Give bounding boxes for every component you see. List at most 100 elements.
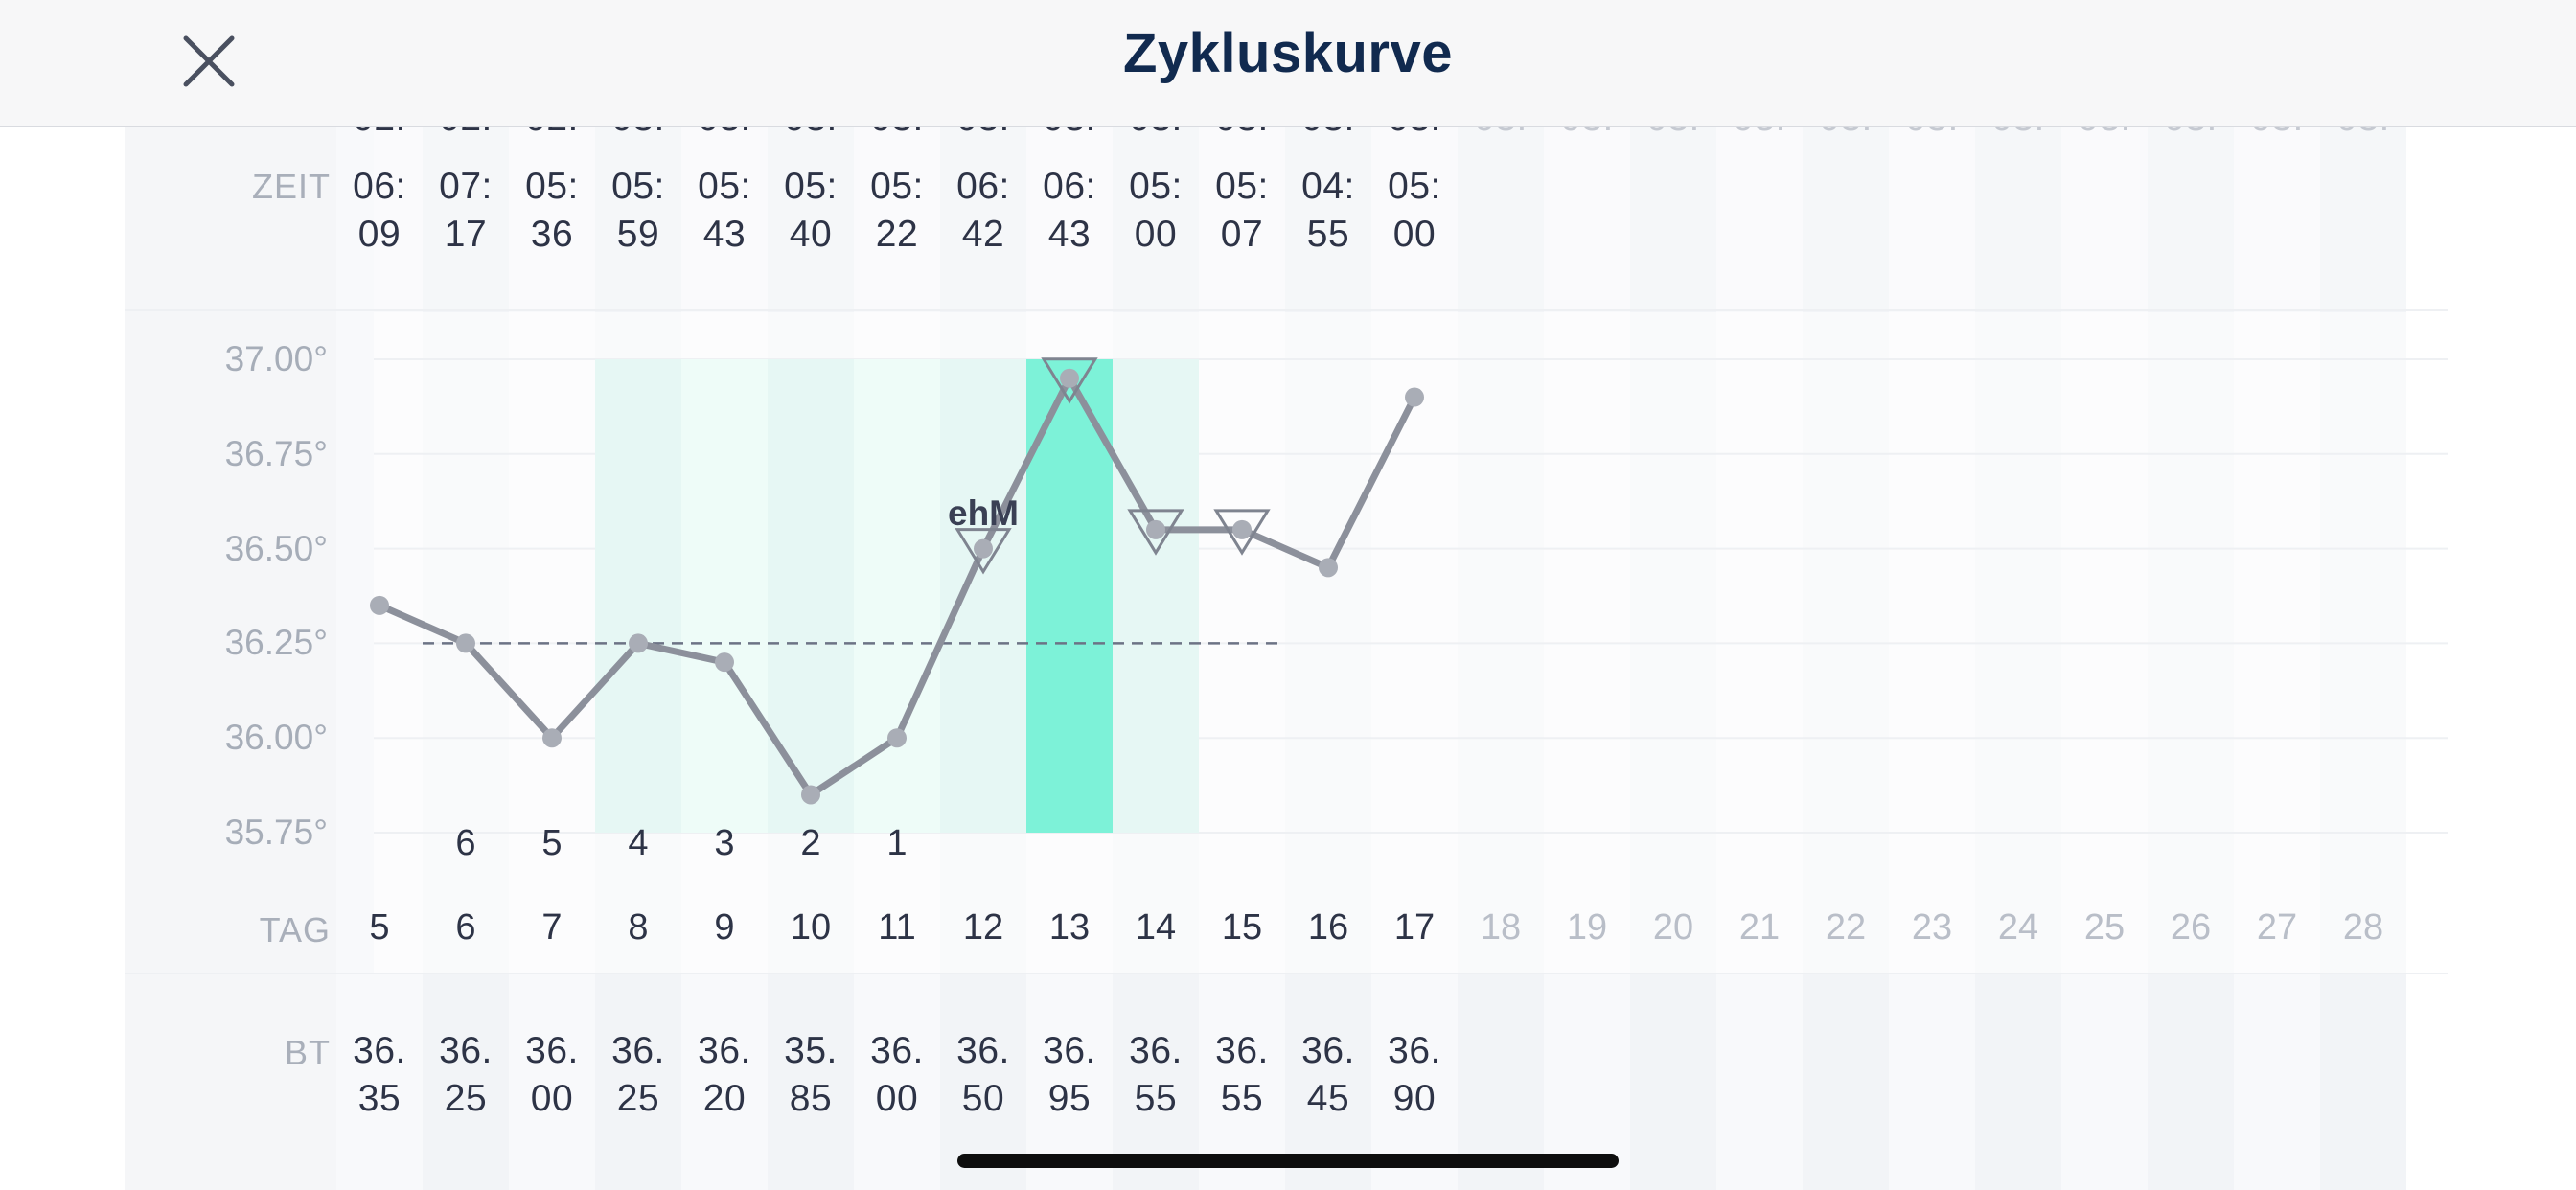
date-fragment: 03. [768,126,854,141]
time-minute: 59 [616,214,660,255]
header-bar: Zykluskurve [0,0,2576,127]
temperature-point [370,595,389,615]
time-cell: 06: 42 [940,163,1026,259]
day-number[interactable]: 13 [1048,907,1091,948]
bt-integer: 36. [1215,1030,1269,1071]
day-number[interactable]: 27 [2256,907,2298,948]
time-hour: 05: [870,166,924,207]
temperature-point [1146,519,1165,539]
day-number[interactable]: 22 [1825,907,1867,948]
day-number[interactable]: 15 [1221,907,1263,948]
time-minute: 22 [875,214,919,255]
time-minute: 42 [961,214,1005,255]
time-minute: 17 [444,214,488,255]
bt-decimal: 95 [1047,1078,1092,1119]
day-number[interactable]: 26 [2170,907,2212,948]
time-hour: 05: [784,166,838,207]
temperature-point [1405,387,1424,407]
bt-cell: 36. 95 [1026,1027,1113,1123]
time-hour: 06: [956,166,1010,207]
time-minute: 36 [530,214,574,255]
bt-row-label: BT [284,1033,331,1072]
day-marker-triangle [1041,357,1098,404]
time-cell: 05: 07 [1199,163,1285,259]
bt-decimal: 20 [702,1078,747,1119]
day-number[interactable]: 19 [1566,907,1608,948]
bt-cell: 36. 20 [681,1027,768,1123]
bt-decimal: 35 [357,1078,402,1119]
day-number[interactable]: 10 [790,907,832,948]
day-count-label: 4 [628,823,649,863]
date-fragment-text: 03. [681,126,768,141]
temperature-point [1232,519,1252,539]
day-number[interactable]: 25 [2083,907,2126,948]
time-hour: 05: [611,166,665,207]
time-row-label: ZEIT [252,167,331,206]
temperature-point [1060,368,1079,388]
time-hour: 06: [1043,166,1096,207]
date-fragment-text: 03. [854,126,940,141]
day-number[interactable]: 16 [1307,907,1349,948]
date-fragment-text: 03. [940,126,1026,141]
day-number[interactable]: 8 [628,907,649,948]
time-cell: 05: 36 [509,163,595,259]
day-count-label: 1 [886,823,908,863]
day-number[interactable]: 24 [1997,907,2039,948]
bt-integer: 36. [611,1030,665,1071]
day-number[interactable]: 5 [369,907,390,948]
day-number[interactable]: 12 [962,907,1004,948]
day-number[interactable]: 7 [541,907,563,948]
bt-integer: 36. [1043,1030,1096,1071]
date-fragment: 03. [595,126,681,141]
date-fragment-text: 03. [1544,126,1630,141]
date-fragment: 03. [1285,126,1371,141]
date-fragment: 03. [2320,126,2406,141]
bt-cell: 36. 25 [595,1027,681,1123]
temperature-point [974,538,993,559]
time-hour: 06: [353,166,406,207]
temperature-point [456,633,475,653]
day-number[interactable]: 6 [455,907,476,948]
bt-decimal: 55 [1220,1078,1264,1119]
day-number[interactable]: 17 [1393,907,1436,948]
time-minute: 07 [1220,214,1264,255]
date-fragment: 03. [2061,126,2148,141]
bt-integer: 36. [525,1030,579,1071]
day-number[interactable]: 11 [878,907,916,948]
time-cell: 06: 09 [336,163,423,259]
bt-decimal: 25 [616,1078,660,1119]
time-minute: 09 [357,214,402,255]
day-number[interactable]: 28 [2342,907,2384,948]
temperature-point [542,728,562,748]
date-fragment: 03. [940,126,1026,141]
time-minute: 43 [702,214,747,255]
day-number[interactable]: 14 [1135,907,1177,948]
time-minute: 55 [1306,214,1350,255]
bt-decimal: 55 [1134,1078,1178,1119]
date-fragment-text: 03. [1026,126,1113,141]
date-fragment: 03. [1371,126,1458,141]
date-fragment-text: 03. [2234,126,2320,141]
y-tick-label: 36.75° [224,433,328,473]
day-number[interactable]: 9 [714,907,735,948]
time-section [374,126,2448,309]
day-number[interactable]: 18 [1480,907,1522,948]
date-fragment-text: 03. [1716,126,1803,141]
bt-decimal: 50 [961,1078,1005,1119]
bt-integer: 36. [353,1030,406,1071]
date-fragment: 03. [681,126,768,141]
time-cell: 07: 17 [423,163,509,259]
date-fragment-text: 03. [2061,126,2148,141]
time-minute: 00 [1134,214,1178,255]
time-cell: 05: 00 [1371,163,1458,259]
day-number[interactable]: 23 [1911,907,1953,948]
day-number[interactable]: 21 [1738,907,1781,948]
date-fragment: 02. [423,126,509,141]
bt-decimal: 45 [1306,1078,1350,1119]
bt-integer: 36. [870,1030,924,1071]
close-button[interactable] [172,25,249,102]
bt-cell: 36. 00 [509,1027,595,1123]
time-hour: 05: [1215,166,1269,207]
day-number[interactable]: 20 [1652,907,1694,948]
page-title: Zykluskurve [1122,22,1453,84]
